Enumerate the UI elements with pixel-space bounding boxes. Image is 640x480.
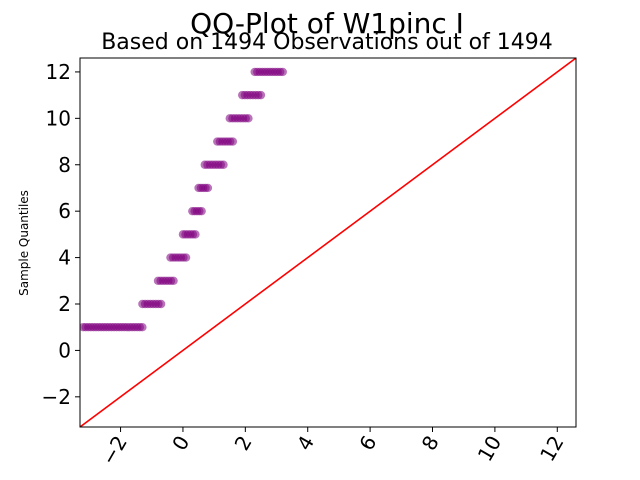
x-tick-label: 6: [354, 432, 381, 455]
data-points: [80, 67, 287, 332]
data-point: [278, 67, 287, 77]
data-point: [169, 276, 178, 285]
y-tick-label: 8: [58, 153, 71, 177]
chart-subtitle: Based on 1494 Observations out of 1494: [101, 30, 553, 55]
y-tick-label: 0: [58, 338, 71, 362]
x-tick-label: 10: [473, 432, 507, 466]
data-point: [197, 206, 206, 216]
plot-area: −2 0 2 4 6 8 10 12 −2 0 2 4 6 8 10 12: [42, 57, 577, 470]
y-tick-label: 10: [46, 106, 71, 130]
x-tick-label: 2: [230, 432, 257, 455]
reference-line: [80, 58, 576, 427]
data-point: [203, 183, 213, 193]
x-tick-label: −2: [96, 432, 132, 470]
y-tick-label: 4: [58, 246, 71, 270]
chart-title: QQ-Plot of W1pinc I: [190, 7, 464, 40]
y-axis-label: Sample Quantiles: [17, 190, 31, 296]
x-tick-label: 12: [535, 432, 569, 466]
x-tick-label: 4: [292, 432, 319, 455]
data-point: [256, 90, 266, 100]
x-tick-label: 8: [417, 432, 444, 455]
data-point: [156, 299, 166, 309]
data-point: [228, 137, 238, 146]
data-point: [244, 114, 253, 123]
y-tick-label: −2: [42, 385, 71, 409]
data-point: [138, 323, 147, 332]
y-tick-label: 12: [46, 60, 71, 84]
y-tick-label: 2: [58, 292, 71, 316]
data-point: [181, 253, 191, 262]
y-tick-label: 6: [58, 199, 71, 223]
data-point: [219, 160, 228, 169]
axes-frame: [79, 57, 577, 428]
x-tick-label: 0: [167, 432, 194, 455]
data-point: [191, 230, 200, 239]
